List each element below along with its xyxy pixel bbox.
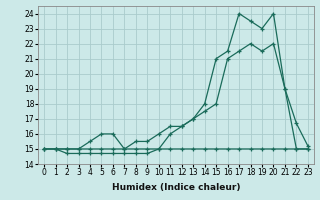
X-axis label: Humidex (Indice chaleur): Humidex (Indice chaleur) (112, 183, 240, 192)
